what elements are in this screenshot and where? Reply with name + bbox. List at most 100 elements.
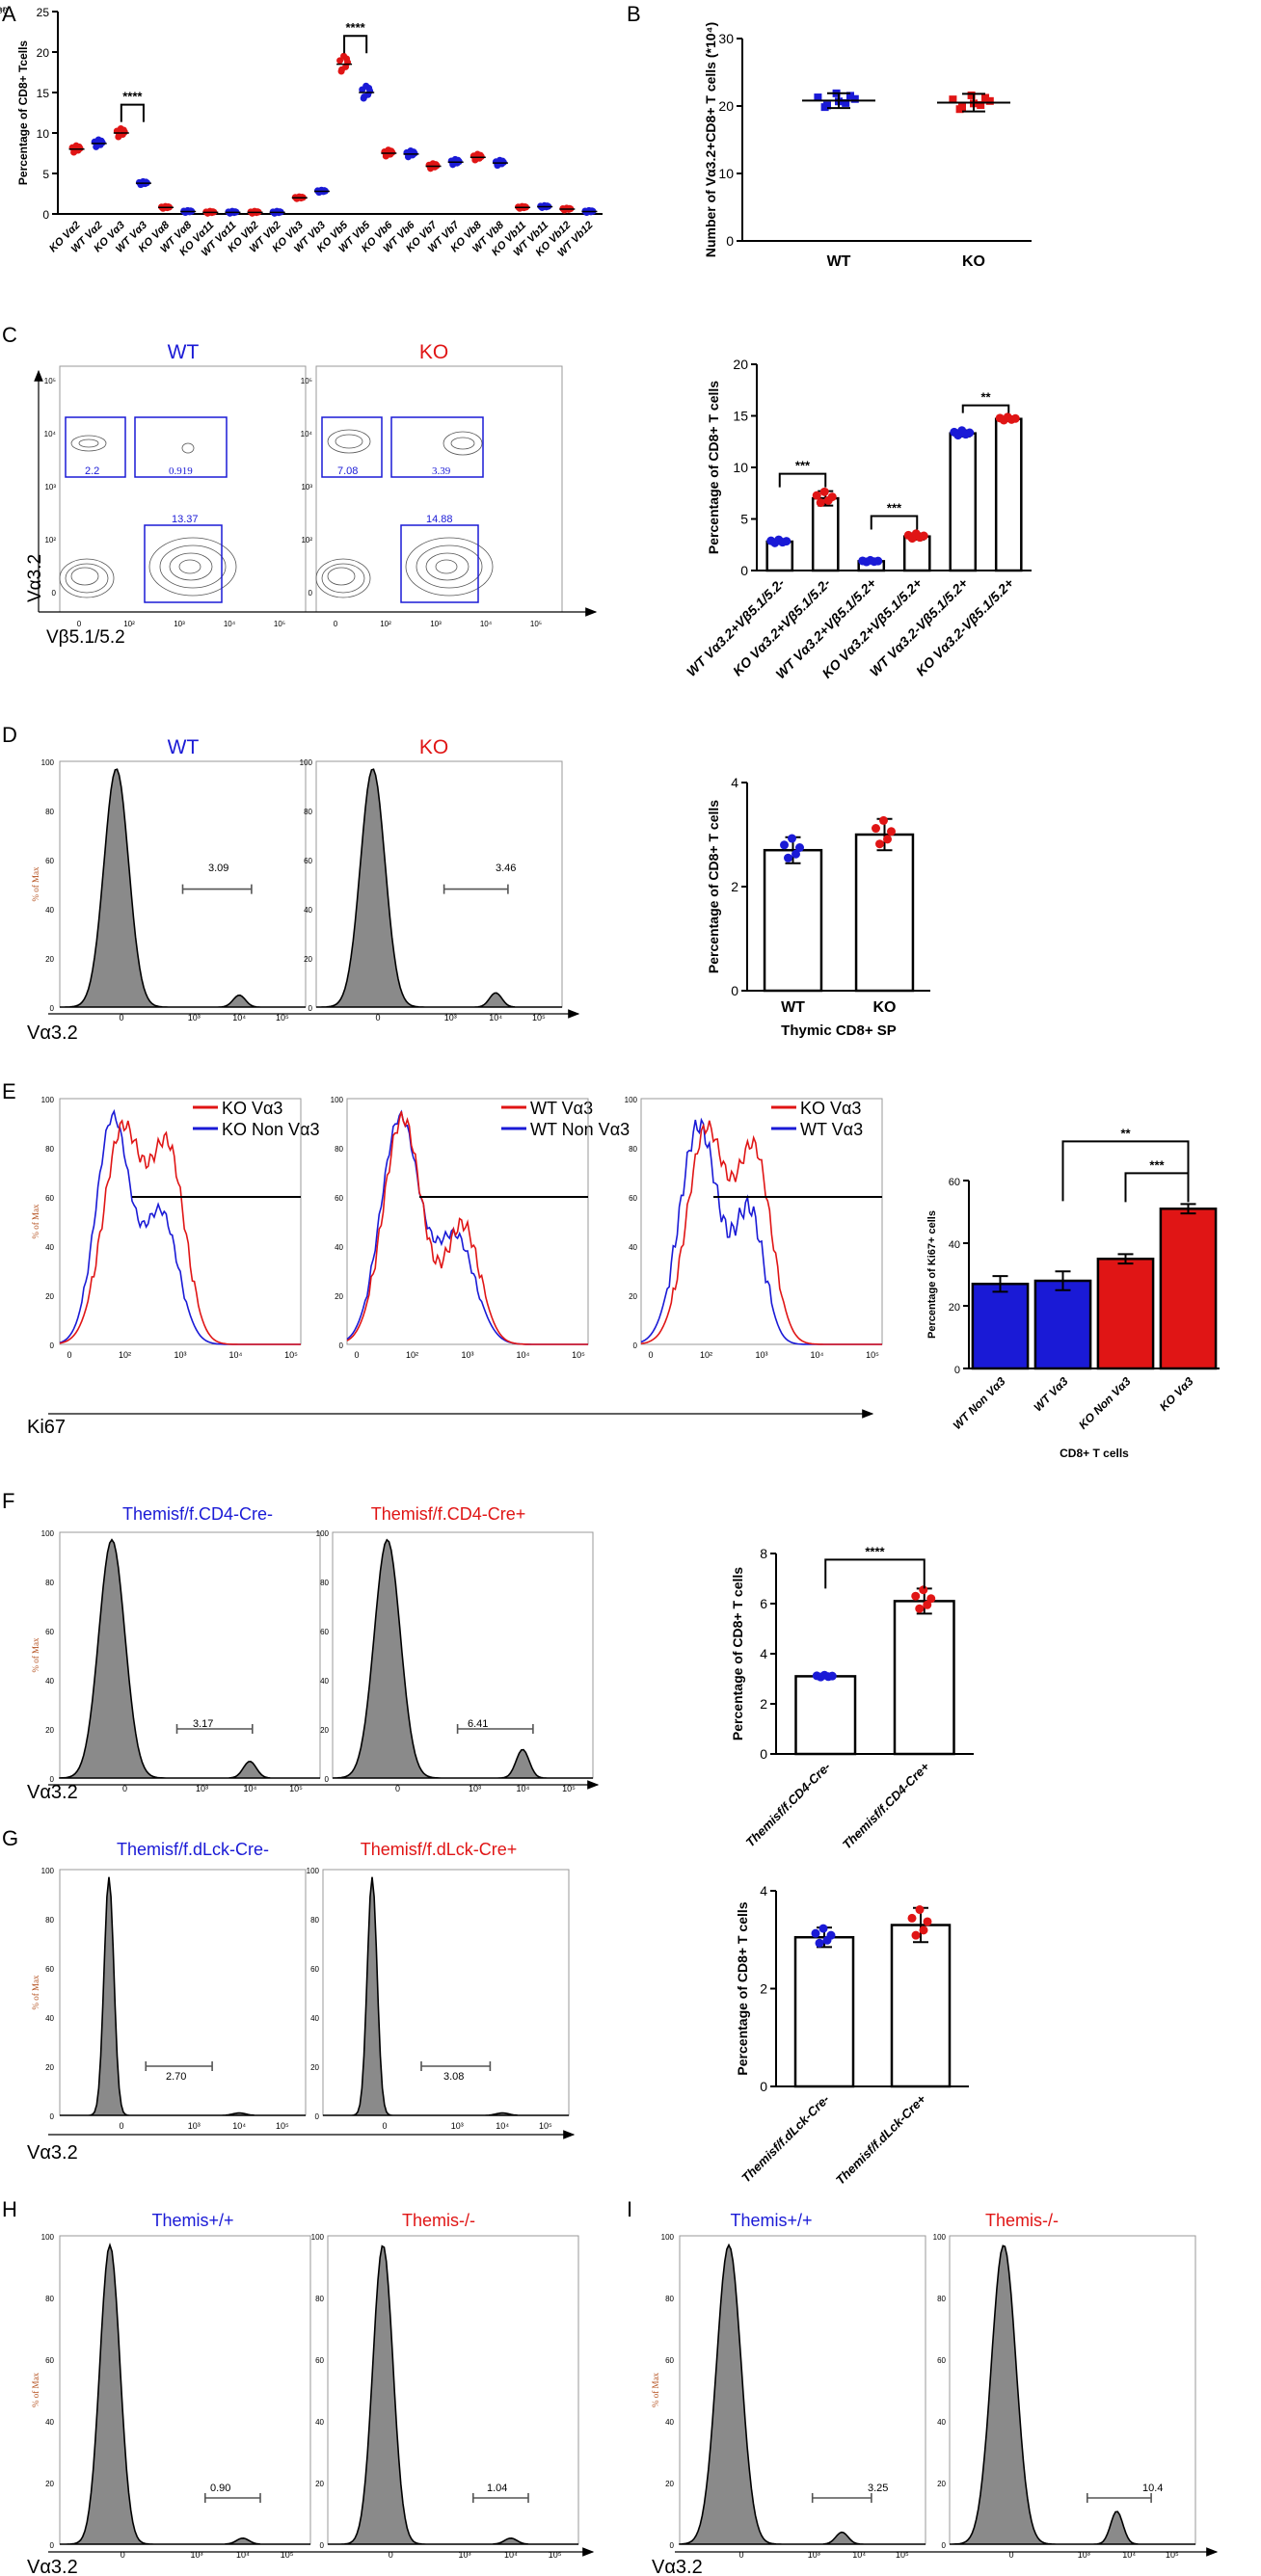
flow-d-wt-y-label: % of Max [31,866,40,901]
chart-G-point [811,1928,820,1938]
flow-i-ko-y-tick-label: 40 [937,2418,946,2427]
chart-F-point [919,1585,928,1595]
chart-A-point [382,152,389,160]
flow-g-ko-x-tick-label: 10⁴ [496,2121,509,2131]
chart-A-point [187,207,195,215]
panel-letter-F: F [2,1489,14,1513]
chart-C-point [816,498,825,508]
chart-E-y-tick-label: 40 [949,1239,960,1251]
flow-i-wt-x-tick-label: 0 [739,2550,744,2560]
chart-C-y-tick-label: 10 [733,460,748,475]
flow-d-wt-x-tick-label: 10³ [188,1013,201,1022]
flow-c-wt-y-tick-label: 10⁵ [44,377,56,385]
flow-h-ko-y-tick-label: 100 [311,2233,325,2242]
chart-E-category-label: KO Vα3 [1157,1374,1196,1414]
chart-A-y-tick-label: 20 [37,46,50,60]
chart-A-point [70,148,78,156]
chart-A-point [588,207,596,215]
flow-f-wt-y-tick-label: 20 [45,1726,54,1735]
flow-e-3-histogram [640,1120,882,1345]
flow-d-wt-gate [181,884,253,894]
chart-G-point [911,1930,921,1940]
flow-h-wt-x-tick-label: 10³ [190,2550,202,2560]
flow-e-1-y-tick-label: 80 [45,1145,54,1154]
chart-G-category-label: Themisf/f.dLck-Cre- [738,2092,832,2186]
chart-D-point [791,849,800,859]
panel-d-wt-gate: 3.09 [208,863,228,874]
panel-c-wt-title: WT [168,341,200,363]
chart-A-point [298,193,306,200]
chart-G-point [907,1913,917,1923]
flow-d-ko-y-tick-label: 60 [304,857,312,865]
chart-A-significance-label: **** [346,20,366,35]
panel-letter-A: A [2,2,16,26]
chart-F-y-tick-label: 0 [760,1746,767,1762]
chart-A-point [97,137,105,145]
chart-F-point [926,1594,936,1604]
panel-c-ko-plot-frame [315,365,563,613]
chart-D-y-tick-label: 4 [731,775,738,790]
flow-d-ko-x-tick-label: 10⁴ [489,1013,502,1022]
flow-g-wt-x-tick-label: 10⁵ [276,2121,289,2131]
flow-f-wt-y-tick-label: 100 [41,1529,55,1538]
chart-D-point [795,843,804,852]
flow-e-1-x-tick-label: 10⁵ [284,1350,298,1360]
panel-e-legend-2b: WT Non Vα3 [530,1120,630,1139]
chart-C-bar [765,540,794,572]
chart-A-point [276,208,283,216]
chart-G-point [915,1905,925,1915]
flow-c-ko-x-tick-label: 10⁴ [480,620,493,628]
flow-e-2-y-tick-label: 100 [331,1096,344,1104]
chart-C-significance-bracket [961,404,1010,413]
flow-e-2-x-tick-label: 10⁴ [517,1350,530,1360]
chart-C-significance-bracket [870,515,919,530]
flow-e-3-y-tick-label: 0 [633,1341,638,1350]
chart-C-y-tick-label: 0 [740,563,748,578]
chart-G-point [818,1924,828,1933]
chart-D-bar [854,833,915,993]
flow-e-1-y-label: % of Max [31,1204,40,1238]
chart-A-point [360,94,367,102]
chart-A-point [404,153,412,161]
chart-F-category-label: Themisf/f.CD4-Cre+ [840,1759,932,1851]
chart-B-point [967,91,976,99]
flow-e-2-frame [346,1098,589,1345]
chart-F-point [911,1591,921,1601]
panel-c-y-axis-label: Vα3.2 [25,554,45,602]
flow-h-ko-y-tick-label: 80 [315,2295,324,2303]
flow-e-1-y-tick-label: 0 [50,1341,55,1350]
flow-d-wt-x-tick-label: 10⁵ [276,1013,289,1022]
flow-i-ko-y-tick-label: 20 [937,2480,946,2488]
chart-C-point [827,492,837,502]
flow-e-1-frame [59,1098,302,1345]
flow-g-wt-y-tick-label: 40 [45,2014,54,2023]
chart-A-y-tick-label: 25 [37,6,50,19]
flow-i-wt-x-tick-label: 10⁴ [852,2550,866,2560]
chart-E-y-tick-label: 60 [949,1177,960,1188]
flow-i-ko-histogram [950,2244,1195,2545]
flow-h-wt-gate [204,2493,261,2503]
flow-h-wt-x-tick-label: 10⁵ [281,2550,294,2560]
panel-g-ko-title: Themisf/f.dLck-Cre+ [361,1840,518,1859]
flow-d-axis-x-tick-label: 10⁴ [0,6,2,15]
flow-e-3-x-tick-label: 10² [700,1350,712,1360]
chart-D-category-label: KO [873,999,897,1016]
chart-A-y-tick-label: 5 [42,168,49,181]
flow-i-wt-y-tick-label: 60 [665,2356,674,2365]
panel-c-wt-contours [59,435,237,598]
chart-G-point [923,1917,932,1926]
chart-E-significance-label: ** [1120,1126,1131,1140]
flow-g-ko-histogram [323,1876,569,2116]
flow-d-wt-y-tick-label: 0 [50,1004,55,1013]
chart-C-bar [811,496,840,572]
chart-A-y-tick-label: 10 [37,127,50,141]
flow-c-ko-x-tick-label: 10³ [430,620,442,628]
panel-letter-B: B [627,2,641,26]
flow-f-wt-y-tick-label: 80 [45,1579,54,1587]
chart-G-point [919,1925,928,1935]
flow-g-ko-x-tick-label: 10³ [451,2121,464,2131]
flow-i-wt-histogram [679,2243,926,2545]
chart-C-y-label: Percentage of CD8+ T cells [706,381,721,554]
flow-h-ko-x-tick-label: 0 [389,2550,393,2560]
